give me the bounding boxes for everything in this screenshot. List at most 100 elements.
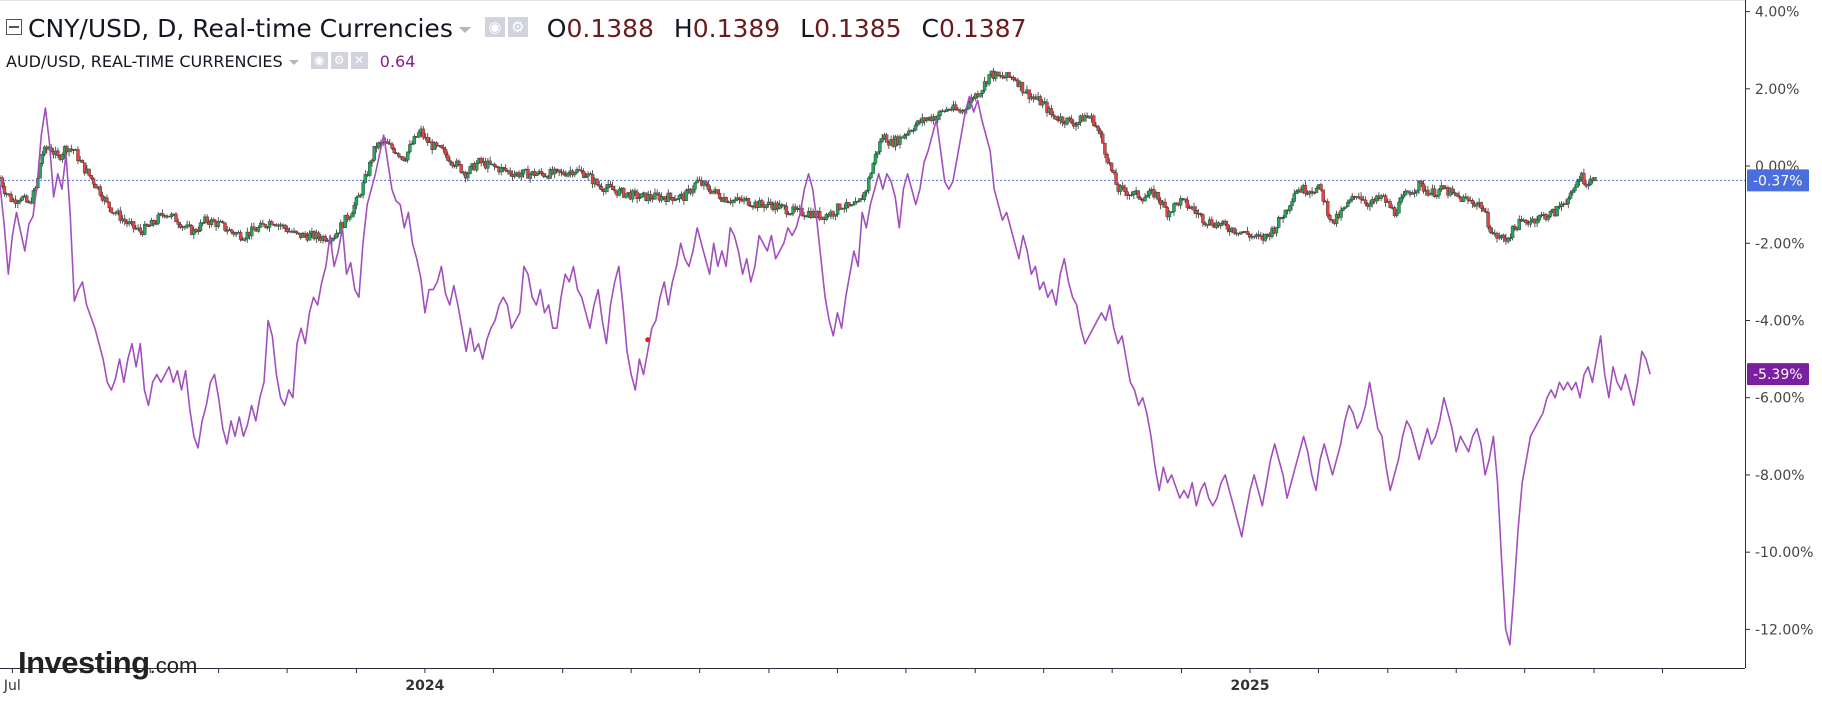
candle-up	[1548, 211, 1553, 217]
compare-value: 0.64	[379, 52, 416, 71]
candle-down	[1031, 96, 1036, 99]
candle-up	[604, 187, 608, 192]
compare-title[interactable]: AUD/USD, REAL-TIME CURRENCIES	[6, 52, 283, 71]
candle-up	[938, 110, 942, 116]
candle-up	[1588, 178, 1593, 185]
candle-up	[535, 173, 539, 176]
candle-up	[824, 214, 829, 220]
candle-up	[1346, 201, 1350, 207]
candle-down	[1464, 196, 1468, 199]
candle-down	[782, 204, 786, 207]
candle-down	[397, 153, 401, 157]
candle-up	[143, 223, 147, 235]
candle-up	[617, 189, 621, 196]
candle-down	[597, 184, 601, 187]
candle-down	[1103, 143, 1107, 155]
candle-down	[706, 184, 711, 190]
candle-down	[176, 221, 180, 225]
symbol-title[interactable]: CNY/USD, D, Real-time Currencies	[28, 14, 453, 43]
candle-down	[152, 220, 156, 225]
candle-down	[1325, 201, 1330, 216]
candle-down	[717, 192, 722, 199]
candle-up	[16, 201, 20, 204]
candle-down	[1432, 188, 1437, 198]
close-icon[interactable]: ✕	[350, 52, 368, 69]
gear-icon[interactable]: ⚙	[507, 17, 528, 37]
candle-down	[532, 171, 537, 176]
candle-up	[1290, 201, 1294, 206]
candle-up	[624, 193, 628, 198]
candle-down	[118, 210, 122, 221]
chevron-down-icon[interactable]	[288, 60, 299, 65]
axis-badge	[1747, 169, 1809, 192]
candle-up	[1343, 206, 1348, 209]
candle-down	[285, 228, 290, 233]
candle-down	[1112, 170, 1116, 174]
candle-up	[1170, 211, 1174, 213]
x-tick-label: 2024	[405, 678, 444, 694]
candle-down	[145, 223, 149, 226]
candle-down	[138, 227, 143, 233]
candle-up	[1074, 124, 1078, 127]
candle-down	[539, 170, 544, 174]
candle-up	[209, 219, 214, 225]
candle-down	[82, 162, 87, 174]
candle-down	[109, 207, 114, 213]
candle-up	[695, 179, 699, 184]
axis-badges: -0.37% -5.39%	[1747, 169, 1809, 386]
candle-up	[637, 197, 642, 199]
event-marker-dot	[645, 337, 651, 343]
candle-up	[1339, 210, 1343, 218]
collapse-icon[interactable]	[6, 19, 22, 35]
candle-down	[1479, 202, 1484, 209]
candle-up	[359, 194, 363, 197]
candle-down	[9, 194, 13, 202]
candle-up	[711, 191, 715, 194]
chevron-down-icon[interactable]	[458, 27, 471, 33]
candle-up	[1167, 211, 1172, 218]
candle-up	[486, 160, 490, 169]
candle-up	[201, 222, 205, 224]
candle-up	[1586, 184, 1591, 187]
candle-down	[1045, 101, 1049, 113]
x-tick-label: 2025	[1230, 678, 1269, 694]
candle-down	[89, 175, 94, 179]
candle-up	[1288, 205, 1292, 212]
candle-up	[853, 201, 858, 205]
candle-down	[1256, 234, 1261, 236]
candle-up	[1571, 190, 1575, 194]
candle-up	[875, 151, 880, 155]
candle-down	[1098, 130, 1103, 135]
candle-down	[223, 222, 227, 231]
candle-up	[1555, 206, 1559, 217]
candle-down	[421, 128, 425, 138]
candle-down	[1564, 203, 1568, 205]
candle-up	[372, 145, 376, 161]
candle-down	[1513, 225, 1517, 229]
candle-down	[953, 104, 958, 110]
candle-down	[1100, 133, 1105, 144]
candle-down	[557, 169, 561, 173]
eye-icon[interactable]: ◉	[310, 52, 328, 69]
eye-icon[interactable]: ◉	[484, 17, 505, 37]
candle-down	[996, 71, 1000, 76]
candle-up	[1065, 117, 1069, 125]
candle-up	[873, 153, 878, 164]
candle-up	[1370, 199, 1374, 205]
candle-down	[229, 229, 234, 233]
candle-up	[468, 166, 472, 174]
candle-down	[492, 163, 497, 167]
candle-up	[880, 138, 884, 142]
y-tick-label: 2.00%	[1755, 82, 1799, 98]
candle-down	[212, 219, 216, 222]
candle-down	[608, 184, 613, 187]
candle-down	[581, 170, 586, 178]
candle-down	[599, 186, 604, 191]
candle-down	[1232, 227, 1236, 234]
candle-down	[459, 164, 463, 173]
candle-up	[169, 213, 174, 217]
candle-down	[91, 178, 96, 185]
gear-icon[interactable]: ⚙	[330, 52, 348, 69]
